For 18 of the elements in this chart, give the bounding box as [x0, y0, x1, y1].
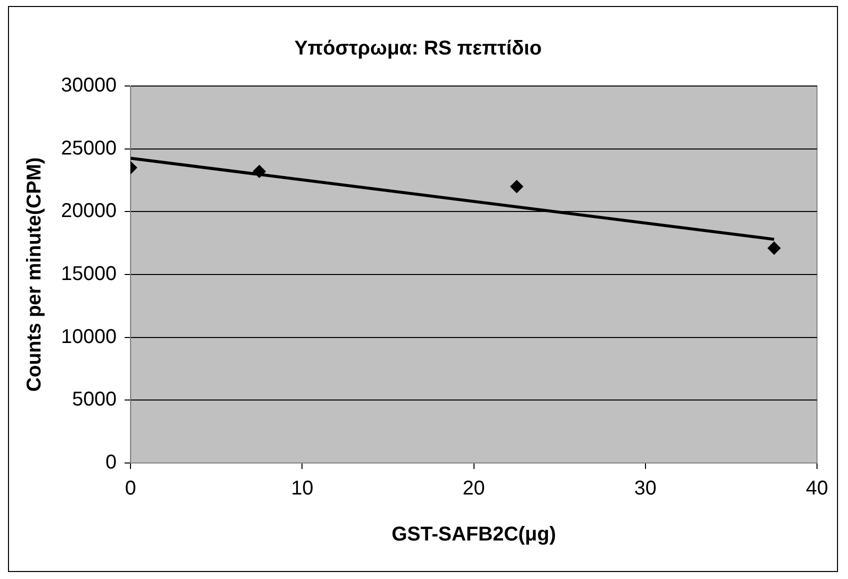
y-axis-title: Counts per minute(CPM)	[24, 157, 46, 392]
y-tick-label: 15000	[60, 263, 117, 286]
y-tick-label: 20000	[60, 200, 117, 222]
x-tick-label: 20	[462, 478, 485, 500]
chart-title: Υπόστρωμα: RS πεπτίδιο	[294, 38, 542, 60]
y-tick-label: 30000	[60, 74, 117, 97]
x-tick-label: 10	[291, 478, 314, 500]
x-tick-label: 30	[634, 478, 657, 500]
point	[252, 164, 266, 178]
y-tick-label: 25000	[60, 137, 117, 160]
y-tick-label: 0	[105, 452, 117, 474]
x-axis-title: GST-SAFB2C(μg)	[392, 524, 556, 546]
point	[510, 180, 524, 194]
y-tick-label: 10000	[60, 326, 117, 348]
y-tick-label: 5000	[72, 388, 117, 411]
x-tick-label: 40	[806, 478, 828, 500]
point	[768, 242, 781, 255]
x-tick-label: 0	[125, 478, 136, 500]
